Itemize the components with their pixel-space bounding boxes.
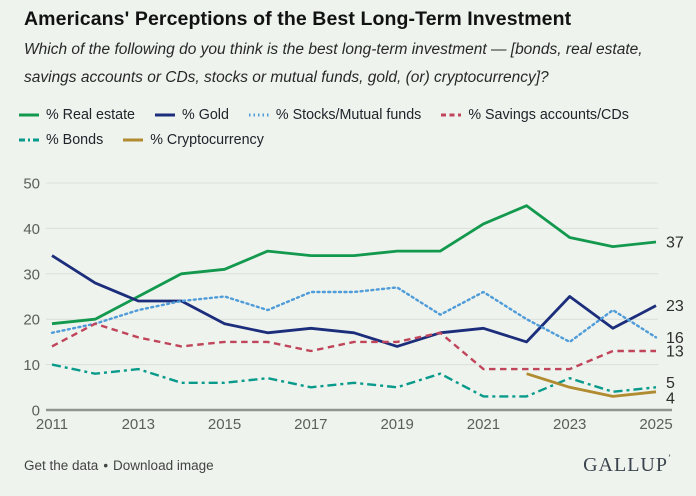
x-axis-label-2013: 2013	[122, 416, 155, 433]
end-label-real-estate: 37	[666, 235, 684, 252]
gallup-logo-trademark: ʼ	[668, 452, 672, 463]
x-axis-label-2011: 2011	[36, 416, 68, 433]
y-axis-label-0: 0	[32, 403, 40, 420]
y-axis-label-50: 50	[23, 176, 40, 193]
y-axis-label-40: 40	[23, 221, 40, 238]
x-axis-label-2019: 2019	[380, 416, 413, 433]
chart-legend: % Real estate % Gold % Stocks/Mutual funds…	[18, 107, 690, 148]
x-axis-label-2017: 2017	[294, 416, 327, 433]
series-line-stocks-mutual-funds	[50, 286, 658, 344]
legend-swatch-real-estate-icon	[19, 113, 39, 117]
x-axis-label-2021: 2021	[467, 416, 500, 433]
y-axis-label-30: 30	[23, 266, 40, 283]
legend-item-real-estate: % Real estate	[18, 107, 135, 123]
legend-label: % Savings accounts/CDs	[468, 107, 629, 123]
series-line-cryptocurrency	[526, 372, 657, 398]
legend-swatch-stocks-mutual-funds-icon	[248, 113, 269, 117]
legend-label: % Gold	[182, 107, 229, 123]
legend-item-stocks-mutual-funds: % Stocks/Mutual funds	[248, 107, 421, 123]
end-label-stocks-mutual-funds: 16	[666, 330, 684, 347]
legend-item-savings-accounts-cds: % Savings accounts/CDs	[440, 107, 629, 123]
end-label-cryptocurrency: 4	[666, 390, 675, 407]
legend-label: % Real estate	[46, 107, 136, 123]
y-axis-label-10: 10	[23, 357, 40, 374]
x-axis-label-2023: 2023	[553, 416, 586, 433]
footer-links: Get the data • Download image	[24, 458, 214, 473]
series-line-bonds	[51, 363, 657, 398]
gallup-logo: GALLUPʼ	[583, 452, 672, 477]
legend-item-gold: % Gold	[154, 107, 229, 123]
legend-swatch-savings-accounts-cds-icon	[441, 113, 462, 117]
chart-footer: Get the data • Download image GALLUPʼ	[24, 450, 672, 480]
x-axis-label-2015: 2015	[208, 416, 241, 433]
get-the-data-link[interactable]: Get the data	[24, 457, 99, 473]
end-label-savings-accounts-cds: 13	[666, 343, 684, 360]
chart-subtitle: Which of the following do you think is t…	[24, 41, 643, 86]
legend-swatch-bonds-icon	[19, 138, 39, 142]
legend-label: % Bonds	[46, 132, 104, 148]
end-label-gold: 23	[666, 298, 684, 315]
series-line-real-estate	[51, 204, 657, 326]
series-line-savings-accounts-cds	[51, 322, 656, 371]
download-image-link[interactable]: Download image	[113, 457, 214, 473]
end-label-bonds: 5	[666, 375, 675, 392]
y-axis-label-20: 20	[23, 312, 40, 329]
footer-separator: •	[103, 457, 109, 473]
x-axis-label-2025: 2025	[639, 416, 672, 433]
legend-swatch-cryptocurrency-icon	[123, 138, 144, 142]
gallup-logo-text: GALLUP	[583, 453, 668, 476]
series-line-gold	[51, 254, 657, 348]
legend-swatch-gold-icon	[155, 113, 176, 117]
legend-item-cryptocurrency: % Cryptocurrency	[122, 132, 264, 148]
legend-item-bonds: % Bonds	[18, 132, 103, 148]
legend-label: % Stocks/Mutual funds	[275, 107, 422, 123]
chart-title: Americans' Perceptions of the Best Long-…	[24, 8, 572, 30]
legend-label: % Cryptocurrency	[150, 132, 264, 148]
